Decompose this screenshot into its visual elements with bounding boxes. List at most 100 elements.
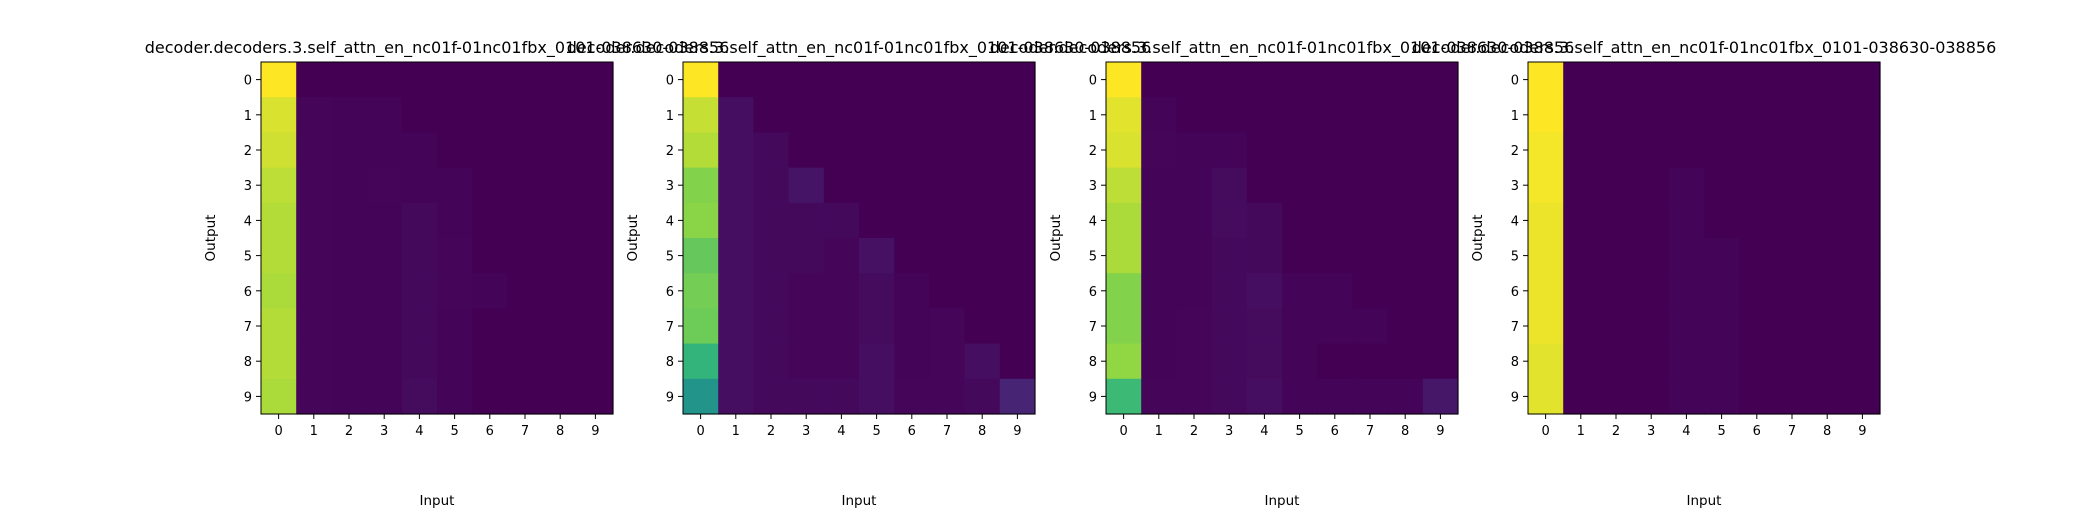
heatmap-cell-r9-c1	[296, 378, 332, 415]
heatmap-cell-r0-c0	[1106, 62, 1142, 98]
heatmap-cell-r8-c7	[929, 343, 966, 380]
heatmap-cell-r7-c1	[1141, 308, 1177, 345]
heatmap-cell-r6-c3	[1633, 273, 1670, 309]
heatmap-cell-r0-c9	[999, 62, 1036, 98]
heatmap-cell-r8-c3	[1211, 343, 1248, 380]
heatmap-cell-r4-c6	[1317, 202, 1353, 239]
heatmap-cell-r5-c4	[1246, 238, 1283, 274]
heatmap-cell-r9-c9	[999, 378, 1036, 415]
heatmap-cell-r5-c7	[1352, 238, 1389, 274]
heatmap-cell-r1-c2	[753, 97, 790, 133]
heatmap-cell-r2-c6	[1317, 132, 1353, 169]
heatmap-cell-r6-c6	[1739, 273, 1775, 309]
heatmap-cell-r2-c4	[401, 132, 438, 169]
heatmap-cell-r6-c3	[1211, 273, 1248, 309]
heatmap-cell-r4-c3	[1211, 202, 1248, 239]
heatmap-cell-r3-c9	[999, 167, 1036, 204]
heatmap-cell-r6-c3	[788, 273, 825, 309]
y-tick-label: 2	[666, 144, 674, 159]
heatmap-cell-r2-c8	[1387, 132, 1424, 169]
y-tick-label: 7	[1511, 320, 1519, 335]
heatmap-cell-r1-c6	[472, 97, 508, 133]
heatmap-cell-r9-c4	[401, 378, 438, 415]
x-tick-label: 4	[1260, 424, 1268, 439]
heatmap-cell-r3-c0	[1528, 167, 1564, 204]
y-tick-label: 2	[1089, 144, 1097, 159]
heatmap-cell-r3-c1	[718, 167, 754, 204]
heatmap-cell-r7-c2	[1598, 308, 1635, 345]
heatmap-cell-r2-c7	[929, 132, 966, 169]
heatmap-cell-r6-c4	[823, 273, 860, 309]
heatmap-cell-r9-c6	[1317, 378, 1353, 415]
y-tick-label: 5	[666, 250, 674, 265]
heatmap-cell-r1-c7	[1352, 97, 1389, 133]
heatmap-cell-r1-c8	[542, 97, 579, 133]
heatmap-cell-r9-c8	[1809, 378, 1846, 415]
heatmap-cell-r9-c5	[1704, 378, 1740, 415]
heatmap-cell-r8-c8	[1387, 343, 1424, 380]
heatmap-cell-r0-c7	[1352, 62, 1389, 98]
heatmap-cell-r5-c8	[1809, 238, 1846, 274]
heatmap-cell-r9-c1	[718, 378, 754, 415]
heatmap-panel-4: decoder.decoders.3.self_attn_en_nc01f-01…	[1412, 38, 1997, 509]
heatmap-cell-r9-c5	[1282, 378, 1318, 415]
y-tick-label: 8	[244, 355, 252, 370]
heatmap-cell-r7-c8	[964, 308, 1001, 345]
heatmap-cell-r7-c6	[894, 308, 930, 345]
heatmap-cell-r2-c1	[1563, 132, 1599, 169]
heatmap-cell-r6-c2	[331, 273, 368, 309]
heatmap-cell-r8-c0	[1528, 343, 1564, 380]
heatmap-cell-r5-c3	[1633, 238, 1670, 274]
heatmap-cell-r7-c9	[577, 308, 614, 345]
heatmap-cell-r3-c5	[1282, 167, 1318, 204]
x-tick-label: 0	[1119, 424, 1127, 439]
heatmap-cell-r2-c4	[1246, 132, 1283, 169]
heatmap-cell-r0-c5	[1282, 62, 1318, 98]
panel-title: decoder.decoders.3.self_attn_en_nc01f-01…	[567, 38, 1152, 58]
heatmap-cell-r2-c1	[718, 132, 754, 169]
panel-title: decoder.decoders.3.self_attn_en_nc01f-01…	[990, 38, 1575, 58]
heatmap-cell-r4-c1	[1563, 202, 1599, 239]
heatmap-cell-r3-c3	[366, 167, 403, 204]
heatmap-cell-r4-c1	[718, 202, 754, 239]
heatmap-cell-r9-c9	[1422, 378, 1459, 415]
heatmap-cell-r3-c9	[577, 167, 614, 204]
heatmap-cell-r1-c1	[1563, 97, 1599, 133]
heatmap-cell-r6-c6	[1317, 273, 1353, 309]
heatmap-cell-r9-c3	[366, 378, 403, 415]
heatmap-cell-r7-c4	[1246, 308, 1283, 345]
y-tick-label: 7	[1089, 320, 1097, 335]
heatmap-cell-r8-c4	[1668, 343, 1705, 380]
heatmap-cell-r6-c9	[1844, 273, 1881, 309]
heatmap-cell-r3-c7	[507, 167, 544, 204]
heatmap-cell-r6-c5	[1704, 273, 1740, 309]
x-tick-label: 7	[943, 424, 951, 439]
heatmap-cell-r8-c1	[1563, 343, 1599, 380]
heatmap-cell-r0-c3	[1211, 62, 1248, 98]
heatmap-cell-r4-c2	[1176, 202, 1213, 239]
heatmap-cell-r0-c6	[1739, 62, 1775, 98]
heatmap-cell-r4-c7	[929, 202, 966, 239]
y-axis-label: Output	[203, 215, 219, 262]
heatmap-cell-r7-c5	[1704, 308, 1740, 345]
heatmap-cell-r2-c4	[823, 132, 860, 169]
heatmap-cell-r7-c6	[1739, 308, 1775, 345]
heatmap-cell-r9-c8	[1387, 378, 1424, 415]
heatmap-cell-r5-c6	[894, 238, 930, 274]
heatmap-cell-r8-c5	[437, 343, 473, 380]
heatmap-cell-r9-c1	[1563, 378, 1599, 415]
heatmap-cell-r3-c4	[401, 167, 438, 204]
heatmap-cell-r3-c1	[1563, 167, 1599, 204]
heatmap-cell-r2-c5	[859, 132, 895, 169]
heatmap-cell-r8-c6	[1739, 343, 1775, 380]
heatmap-cell-r2-c5	[437, 132, 473, 169]
x-tick-label: 2	[767, 424, 775, 439]
panel-title: decoder.decoders.3.self_attn_en_nc01f-01…	[145, 38, 730, 58]
heatmap-cell-r1-c9	[999, 97, 1036, 133]
panel-title: decoder.decoders.3.self_attn_en_nc01f-01…	[1412, 38, 1997, 58]
heatmap-cell-r2-c6	[1739, 132, 1775, 169]
heatmap-cell-r2-c8	[964, 132, 1001, 169]
heatmap-cell-r2-c0	[683, 132, 719, 169]
x-tick-label: 0	[1541, 424, 1549, 439]
